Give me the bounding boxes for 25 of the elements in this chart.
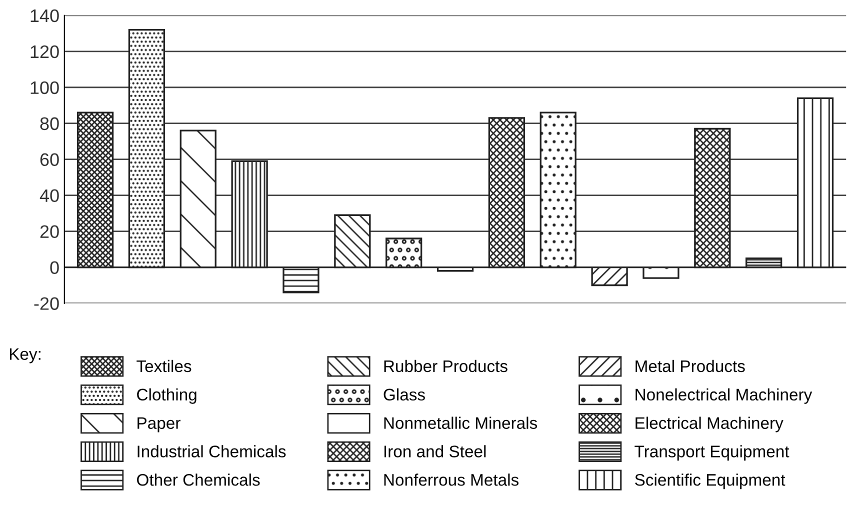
legend-label: Nonelectrical Machinery [636,388,812,404]
legend-label: Other Chemicals [137,474,260,486]
legend-label: Glass [384,388,425,401]
legend-label: Electrical Machinery [636,416,784,432]
legend-label: Industrial Chemicals [138,445,286,458]
y-tick-label: 40 [40,189,59,202]
legend-label: Nonmetallic Minerals [384,416,538,429]
y-tick-label: 20 [40,225,59,238]
y-tick-label: 140 [30,9,59,22]
y-tick-label: 100 [30,81,59,94]
legend-label: Iron and Steel [384,445,486,458]
legend-label: Transport Equipment [634,445,790,461]
legend-title: Key: [10,348,40,364]
legend-label: Rubber Products [384,360,508,372]
y-tick-label: -20 [34,297,59,310]
legend-label: Textiles [136,360,192,372]
y-tick-label: 80 [40,117,59,130]
y-tick-label: 120 [30,45,59,58]
y-tick-label: 0 [50,261,59,274]
legend-label: Metal Products [636,360,745,372]
legend-label: Clothing [137,388,196,404]
legend-label: Scientific Equipment [635,474,786,490]
legend-label: Paper [138,417,180,432]
legend-label: Nonferrous Metals [384,474,519,486]
y-tick-label: 60 [40,153,59,166]
